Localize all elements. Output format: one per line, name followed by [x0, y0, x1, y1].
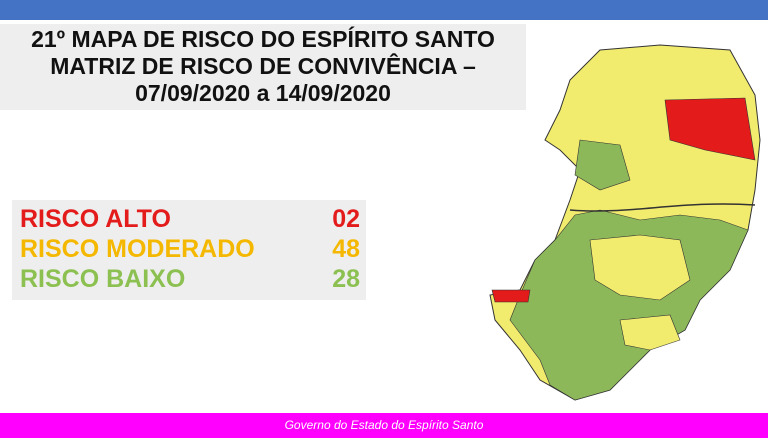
legend-count: 28 [332, 265, 360, 293]
high-risk-region [664, 97, 756, 161]
river [569, 203, 756, 212]
footer: Governo do Estado do Espírito Santo [0, 413, 768, 438]
title-line: MATRIZ DE RISCO DE CONVIVÊNCIA – [50, 53, 476, 79]
legend-row: RISCO ALTO 02 [20, 205, 360, 235]
legend-label: RISCO MODERADO [20, 235, 255, 263]
moderate-region [589, 234, 691, 301]
legend: RISCO ALTO 02 RISCO MODERADO 48 RISCO BAIX… [12, 200, 366, 300]
map [489, 44, 761, 401]
low-risk-region [574, 139, 631, 191]
title-line: 07/09/2020 a 14/09/2020 [135, 80, 391, 106]
title-box: 21º MAPA DE RISCO DO ESPÍRITO SANTO MATR… [0, 24, 526, 110]
legend-count: 02 [332, 205, 360, 233]
legend-row: RISCO BAIXO 28 [20, 265, 360, 295]
low-risk-region [509, 209, 749, 401]
legend-label: RISCO BAIXO [20, 265, 186, 293]
moderate-region [619, 314, 681, 351]
legend-row: RISCO MODERADO 48 [20, 235, 360, 265]
top-bar [0, 0, 768, 20]
high-risk-region [491, 289, 531, 303]
title-line: 21º MAPA DE RISCO DO ESPÍRITO SANTO [31, 26, 495, 52]
legend-label: RISCO ALTO [20, 205, 171, 233]
legend-count: 48 [332, 235, 360, 263]
